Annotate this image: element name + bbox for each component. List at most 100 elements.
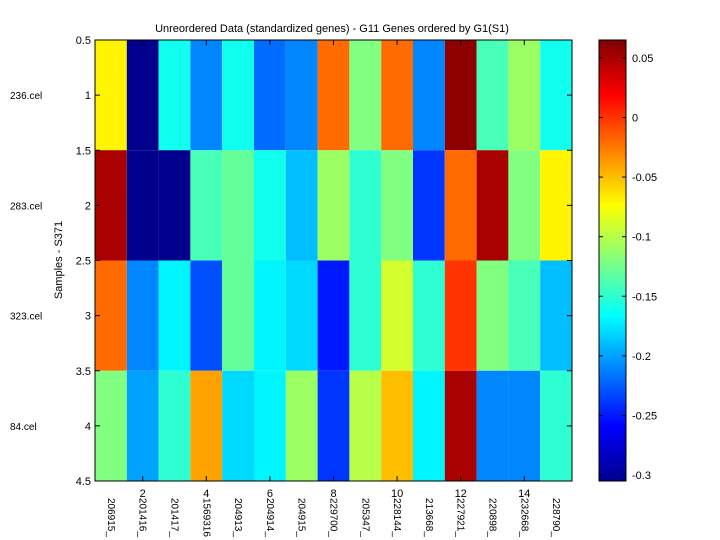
heat-cell bbox=[540, 370, 572, 481]
heat-cell bbox=[254, 370, 286, 481]
heat-cell bbox=[222, 370, 254, 481]
colorbar-tick-label: -0.2 bbox=[632, 351, 651, 363]
x-tick-label: 14 bbox=[518, 488, 530, 500]
x-tick-label: 6 bbox=[267, 488, 273, 500]
heat-cell bbox=[349, 150, 382, 261]
heat-cell bbox=[413, 150, 445, 261]
heat-cell bbox=[381, 370, 413, 481]
heat-cell bbox=[126, 260, 159, 371]
colorbar-gradient bbox=[598, 39, 627, 482]
y-tick-label: 2 bbox=[85, 200, 91, 212]
x-axis-ticks: 2 4 6 8 10 12 14 bbox=[140, 40, 530, 500]
heat-cell bbox=[158, 370, 191, 481]
heat-cell bbox=[349, 370, 382, 481]
heat-cell bbox=[254, 40, 286, 151]
row-label: 236.cel bbox=[10, 91, 42, 102]
row-label: 283.cel bbox=[10, 201, 42, 212]
column-label: 227921_ bbox=[455, 498, 466, 537]
colorbar: 0.05 0 -0.05 -0.1 -0.15 -0.2 -0.25 -0.3 bbox=[598, 39, 657, 482]
x-tick-label: 2 bbox=[140, 488, 146, 500]
row-labels: 236.cel 283.cel 323.cel 84.cel bbox=[10, 91, 42, 433]
column-label: 213668_ bbox=[423, 498, 434, 537]
heat-cell bbox=[285, 370, 318, 481]
column-label: 204915_ bbox=[296, 498, 307, 537]
column-label: 205347_ bbox=[359, 498, 370, 537]
heat-cell bbox=[444, 370, 477, 481]
y-tick-label: 3 bbox=[85, 311, 91, 323]
heat-cell bbox=[190, 370, 223, 481]
heat-cell bbox=[476, 370, 509, 481]
row-label: 323.cel bbox=[10, 312, 42, 323]
heat-cell bbox=[285, 260, 318, 371]
y-axis-label: Samples - S371 bbox=[53, 221, 65, 299]
heat-cell bbox=[317, 150, 350, 261]
heat-cell bbox=[190, 150, 223, 261]
heat-cell bbox=[381, 40, 413, 151]
heat-cell bbox=[158, 150, 191, 261]
heat-cell bbox=[508, 260, 541, 371]
y-tick-label: 4.5 bbox=[76, 476, 91, 488]
column-labels: 206915_ 201416_ 201417_ 1569316 204913_ 20491… bbox=[105, 498, 561, 537]
heat-cell bbox=[413, 370, 445, 481]
heat-cell bbox=[126, 370, 159, 481]
heat-cell bbox=[285, 40, 318, 151]
heat-cell bbox=[540, 150, 572, 261]
colorbar-tick-label: -0.3 bbox=[632, 470, 651, 482]
y-tick-label: 4 bbox=[85, 421, 91, 433]
heat-cell bbox=[381, 150, 413, 261]
heat-cell bbox=[158, 40, 191, 151]
heat-cell bbox=[254, 260, 286, 371]
column-label: 206915_ bbox=[105, 498, 116, 537]
heat-cell bbox=[285, 150, 318, 261]
column-label: 229700_ bbox=[328, 498, 339, 537]
heatmap-cells bbox=[95, 40, 572, 481]
column-label: 204913_ bbox=[232, 498, 243, 537]
y-tick-label: 0.5 bbox=[76, 35, 91, 47]
column-label: 201417_ bbox=[169, 498, 180, 537]
heat-cell bbox=[444, 260, 477, 371]
heat-cell bbox=[413, 40, 445, 151]
y-tick-label: 1 bbox=[85, 90, 91, 102]
column-label: 1569316 bbox=[200, 498, 211, 537]
heat-cell bbox=[317, 260, 350, 371]
heat-cell bbox=[508, 370, 541, 481]
column-label: 204914_ bbox=[264, 498, 275, 537]
heat-cell bbox=[95, 260, 127, 371]
x-tick-label: 12 bbox=[455, 488, 467, 500]
column-label: 228144_ bbox=[391, 498, 402, 537]
y-tick-label: 3.5 bbox=[76, 366, 91, 378]
heat-cell bbox=[317, 40, 350, 151]
heat-cell bbox=[540, 40, 572, 151]
heat-cell bbox=[95, 150, 127, 261]
column-label: 232668_ bbox=[518, 498, 529, 537]
y-tick-label: 1.5 bbox=[76, 145, 91, 157]
heat-cell bbox=[508, 150, 541, 261]
heat-cell bbox=[126, 40, 159, 151]
heat-cell bbox=[349, 260, 382, 371]
heat-cell bbox=[476, 40, 509, 151]
heat-cell bbox=[508, 40, 541, 151]
heat-cell bbox=[95, 370, 127, 481]
heat-cell bbox=[476, 260, 509, 371]
colorbar-tick-label: -0.25 bbox=[632, 410, 657, 422]
heat-cell bbox=[317, 370, 350, 481]
heat-cell bbox=[158, 260, 191, 371]
chart-title: Unreordered Data (standardized genes) - … bbox=[155, 23, 509, 35]
colorbar-tick-label: 0.05 bbox=[632, 53, 653, 65]
column-label: 220898_ bbox=[487, 498, 498, 537]
heat-cell bbox=[476, 150, 509, 261]
heat-cell bbox=[349, 40, 382, 151]
y-axis-ticks: 0.5 1 1.5 2 2.5 3 3.5 4 4.5 bbox=[76, 35, 572, 488]
heat-cell bbox=[413, 260, 445, 371]
heat-cell bbox=[190, 40, 223, 151]
row-label: 84.cel bbox=[10, 422, 37, 433]
heat-cell bbox=[381, 260, 413, 371]
heat-cell bbox=[222, 150, 254, 261]
colorbar-ticks: 0.05 0 -0.05 -0.1 -0.15 -0.2 -0.25 -0.3 bbox=[599, 53, 657, 482]
heat-cell bbox=[540, 260, 572, 371]
y-tick-label: 2.5 bbox=[76, 256, 91, 268]
heat-cell bbox=[126, 150, 159, 261]
heat-cell bbox=[222, 40, 254, 151]
heat-cell bbox=[222, 260, 254, 371]
heat-cell bbox=[444, 150, 477, 261]
